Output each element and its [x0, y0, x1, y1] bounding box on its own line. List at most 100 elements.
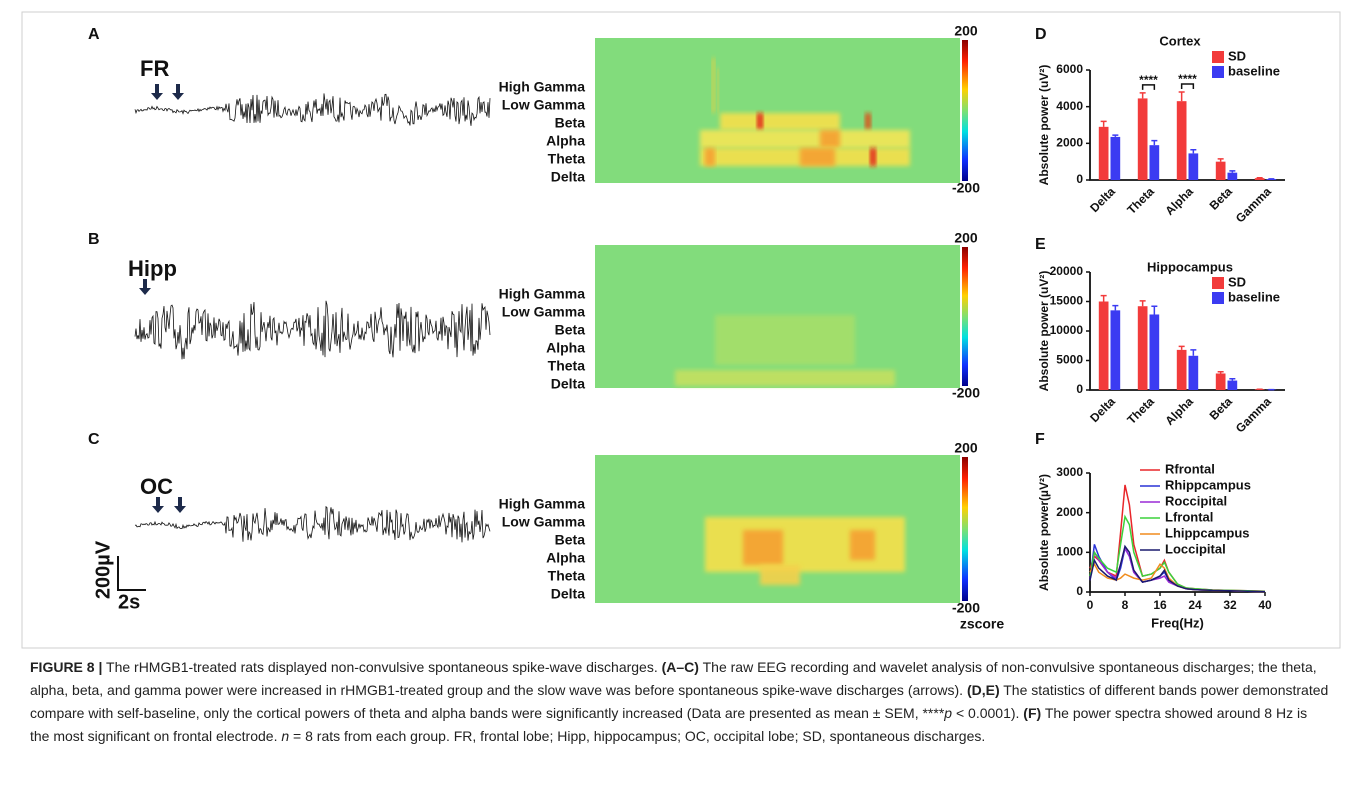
bar — [1254, 178, 1265, 180]
caption-text: The raw EEG recording and wavelet analys… — [30, 659, 1317, 698]
heatmap-cell — [800, 148, 835, 166]
colorbar — [962, 457, 968, 601]
heatmap-cell — [700, 130, 910, 148]
band-label: Delta — [551, 169, 585, 185]
band-label: Theta — [548, 568, 586, 584]
x-tick-label: 8 — [1122, 598, 1129, 612]
panel-label: C — [88, 431, 100, 448]
heatmap-cell — [743, 530, 783, 565]
y-tick-label: 0 — [1076, 382, 1083, 396]
bar — [1098, 126, 1109, 180]
colorbar-tick-label: 200 — [954, 230, 978, 246]
legend-label: baseline — [1228, 289, 1280, 304]
bar — [1110, 310, 1121, 390]
legend-label: Rfrontal — [1165, 461, 1215, 476]
panel-label: B — [88, 231, 100, 248]
error-bar — [1100, 120, 1107, 127]
band-label: Beta — [555, 532, 586, 548]
significance-bracket — [1180, 83, 1195, 89]
legend-swatch — [1212, 66, 1224, 78]
significance-bracket — [1141, 84, 1156, 90]
legend-swatch — [1212, 292, 1224, 304]
chart-title: Cortex — [1159, 33, 1201, 48]
band-label: Delta — [551, 586, 585, 602]
scale-time: 2s — [118, 591, 140, 613]
error-bar — [1112, 134, 1119, 137]
y-tick-label: 3000 — [1056, 465, 1083, 479]
band-label: Beta — [555, 115, 586, 131]
bar — [1137, 306, 1148, 390]
error-bar — [1229, 170, 1236, 173]
x-tick-label: 0 — [1087, 598, 1094, 612]
legend-label: Lfrontal — [1165, 509, 1213, 524]
y-tick-label: 4000 — [1056, 99, 1083, 113]
x-tick-label: 40 — [1258, 598, 1272, 612]
panel-label: A — [88, 26, 100, 43]
legend-label: baseline — [1228, 63, 1280, 78]
bar — [1227, 172, 1238, 180]
arrow — [174, 497, 186, 513]
legend-label: Lhippcampus — [1165, 525, 1250, 540]
error-bar — [1217, 158, 1224, 162]
band-label: Delta — [551, 376, 585, 392]
heatmap-cell — [850, 530, 875, 560]
legend-label: Roccipital — [1165, 493, 1227, 508]
y-tick-label: 10000 — [1050, 323, 1084, 337]
error-bar — [1151, 305, 1158, 315]
legend-label: Rhippcampus — [1165, 477, 1251, 492]
panel-label: E — [1035, 236, 1046, 253]
x-tick-label: Gamma — [1233, 394, 1274, 435]
colorbar-tick-label: -200 — [952, 180, 980, 196]
heatmap-cell — [757, 113, 763, 130]
line — [1089, 544, 1266, 593]
band-label: High Gamma — [499, 79, 586, 95]
caption-text: The rHMGB1-treated rats displayed non-co… — [102, 659, 662, 675]
arrow — [172, 84, 184, 100]
eeg-trace — [134, 300, 491, 360]
legend-label: SD — [1228, 274, 1246, 289]
x-tick-label: Theta — [1124, 184, 1157, 217]
bar — [1110, 136, 1121, 180]
x-tick-label: Beta — [1207, 184, 1236, 213]
band-label: Low Gamma — [502, 304, 585, 320]
band-label: High Gamma — [499, 496, 586, 512]
colorbar-unit: zscore — [960, 616, 1005, 632]
scale-bar — [117, 556, 146, 591]
band-label: Alpha — [546, 340, 585, 356]
caption-text: < 0.0001). — [952, 705, 1024, 721]
significance-label: **** — [1178, 72, 1197, 86]
legend-swatch — [1212, 51, 1224, 63]
x-tick-label: Gamma — [1233, 184, 1274, 225]
eeg-trace — [134, 505, 491, 543]
bar — [1098, 301, 1109, 390]
y-tick-label: 1000 — [1056, 545, 1083, 559]
panel-label: F — [1035, 431, 1045, 448]
band-label: Beta — [555, 322, 586, 338]
y-tick-label: 2000 — [1056, 136, 1083, 150]
x-tick-label: Delta — [1087, 394, 1118, 425]
bar — [1149, 145, 1160, 180]
error-bar — [1190, 349, 1197, 356]
error-bar — [1178, 91, 1185, 102]
figure-border — [21, 11, 1341, 649]
band-label: Theta — [548, 151, 586, 167]
x-tick-label: Alpha — [1162, 184, 1196, 218]
heatmap-cell — [715, 315, 855, 365]
bar — [1188, 153, 1199, 180]
band-label: Theta — [548, 358, 586, 374]
x-tick-label: 24 — [1188, 598, 1202, 612]
trace-label: Hipp — [128, 256, 177, 281]
caption-text: FIGURE 8 | — [30, 659, 103, 675]
x-tick-label: Alpha — [1162, 394, 1196, 428]
legend-swatch — [1212, 277, 1224, 289]
y-tick-label: 0 — [1076, 172, 1083, 186]
heatmap-cell — [760, 565, 800, 585]
error-bar — [1229, 378, 1236, 381]
legend-label: Loccipital — [1165, 541, 1226, 556]
bar — [1215, 373, 1226, 390]
colorbar-tick-label: -200 — [952, 600, 980, 616]
caption-text: p — [944, 705, 953, 721]
band-label: High Gamma — [499, 286, 586, 302]
